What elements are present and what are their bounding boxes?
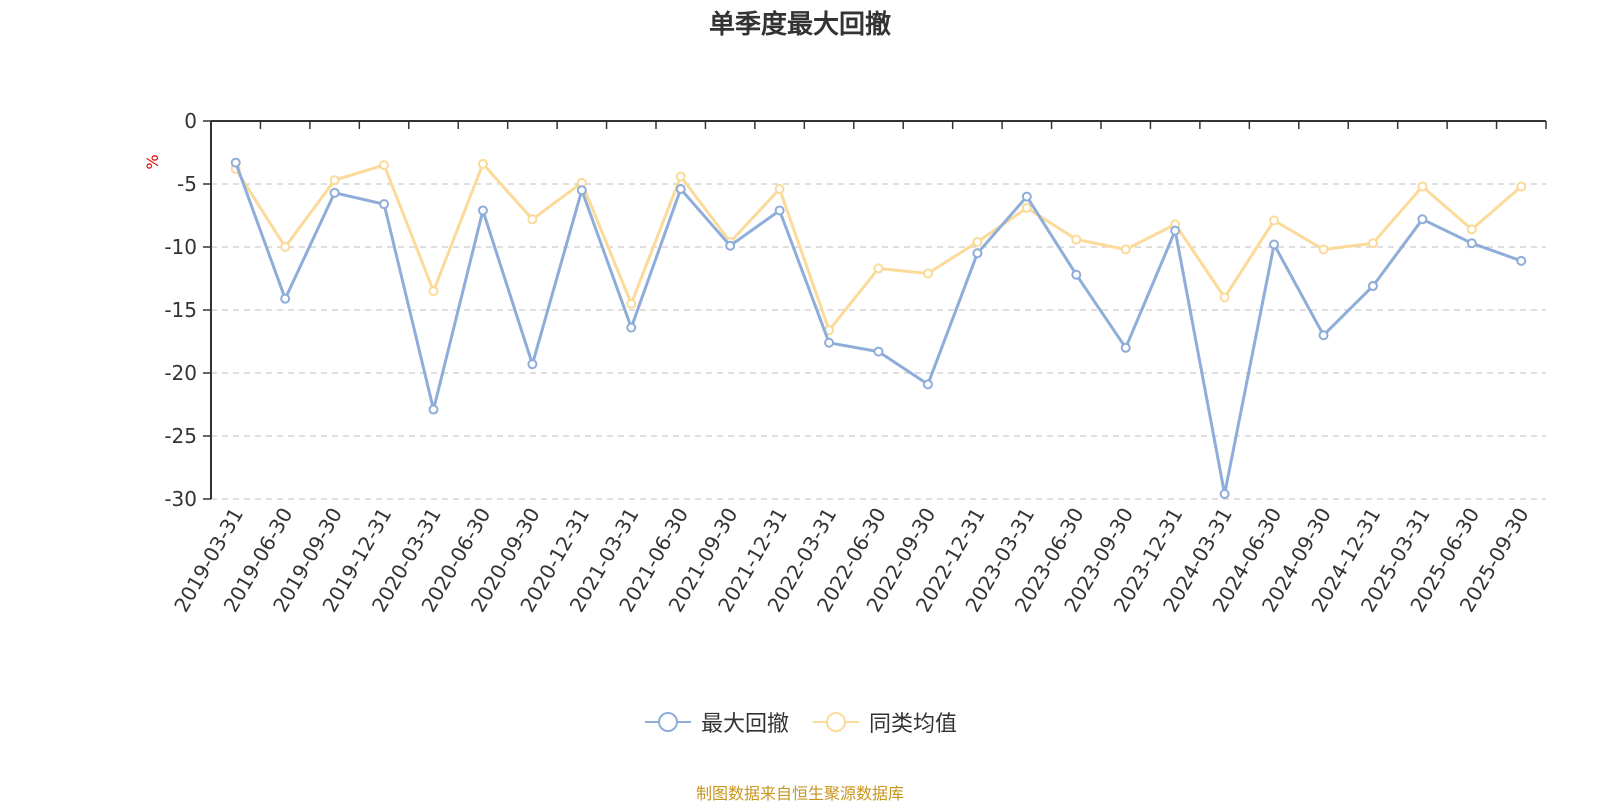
- data-point-drawdown: [1170, 225, 1181, 236]
- data-point-peer-average: [280, 242, 291, 252]
- legend-marker-drawdown: [644, 712, 691, 732]
- y-tick-label: -25: [164, 424, 197, 448]
- data-point-drawdown: [1417, 214, 1428, 225]
- data-point-drawdown: [230, 157, 241, 168]
- series-line-drawdown: [234, 162, 1522, 496]
- data-point-drawdown: [1367, 281, 1378, 292]
- data-point-peer-average: [1219, 292, 1230, 303]
- data-point-peer-average: [477, 158, 488, 169]
- data-point-drawdown: [1021, 191, 1032, 202]
- data-point-peer-average: [1417, 181, 1428, 192]
- y-tick-label: -10: [164, 235, 197, 259]
- data-point-peer-average: [1269, 215, 1280, 226]
- y-tick-label: -15: [164, 298, 197, 322]
- data-point-drawdown: [675, 184, 686, 195]
- data-point-drawdown: [1318, 330, 1329, 341]
- data-point-peer-average: [1516, 181, 1527, 192]
- data-point-drawdown: [1269, 239, 1280, 250]
- axes: [203, 120, 1547, 500]
- y-tick-label: 0: [184, 109, 197, 133]
- data-point-peer-average: [873, 263, 884, 274]
- legend: 最大回撤 同类均值: [0, 706, 1600, 738]
- data-point-drawdown: [428, 404, 439, 415]
- data-point-drawdown: [576, 185, 587, 196]
- data-point-drawdown: [1466, 238, 1477, 249]
- data-point-peer-average: [428, 286, 439, 297]
- legend-item-peer-average[interactable]: 同类均值: [811, 706, 957, 738]
- data-point-drawdown: [477, 205, 488, 216]
- legend-item-drawdown[interactable]: 最大回撤: [643, 706, 789, 738]
- data-point-peer-average: [1318, 244, 1329, 255]
- chart-title: 单季度最大回撤: [708, 10, 891, 40]
- data-point-drawdown: [972, 248, 983, 259]
- series-lines: [230, 157, 1527, 499]
- data-point-drawdown: [774, 205, 785, 216]
- y-tick-label: -30: [164, 487, 197, 511]
- data-point-drawdown: [1071, 269, 1082, 280]
- data-point-drawdown: [922, 379, 933, 390]
- data-point-drawdown: [1516, 255, 1527, 266]
- data-point-drawdown: [1120, 342, 1131, 353]
- data-point-drawdown: [527, 359, 538, 370]
- data-point-drawdown: [873, 346, 884, 357]
- data-point-peer-average: [527, 214, 538, 225]
- data-point-peer-average: [1367, 238, 1378, 249]
- data-point-peer-average: [774, 184, 785, 195]
- data-point-peer-average: [972, 236, 983, 247]
- data-point-drawdown: [379, 199, 390, 210]
- data-point-peer-average: [379, 160, 390, 171]
- legend-label-drawdown: 最大回撤: [700, 712, 789, 737]
- data-point-peer-average: [1466, 224, 1477, 235]
- data-point-peer-average: [1071, 234, 1082, 245]
- axis-labels: 0-5-10-15-20-25-302019-03-312019-06-3020…: [164, 109, 1533, 616]
- series-line-peer-average: [234, 162, 1523, 332]
- legend-label-peer-average: 同类均值: [869, 712, 958, 737]
- y-tick-label: -20: [164, 361, 197, 385]
- data-point-drawdown: [626, 322, 637, 333]
- data-point-peer-average: [1120, 244, 1131, 255]
- data-point-peer-average: [626, 298, 637, 309]
- data-point-peer-average: [1021, 202, 1032, 213]
- data-point-drawdown: [725, 240, 736, 251]
- legend-marker-peer-average: [813, 712, 859, 732]
- data-point-drawdown: [824, 337, 835, 348]
- data-point-peer-average: [675, 171, 686, 182]
- data-point-drawdown: [1219, 488, 1230, 499]
- data-source-note: 制图数据来自恒生聚源数据库: [695, 784, 904, 803]
- data-point-peer-average: [329, 175, 340, 186]
- data-point-drawdown: [329, 187, 340, 198]
- data-point-peer-average: [922, 268, 933, 279]
- y-tick-label: -5: [177, 172, 197, 196]
- data-point-drawdown: [280, 293, 291, 304]
- y-axis-unit: %: [143, 154, 162, 169]
